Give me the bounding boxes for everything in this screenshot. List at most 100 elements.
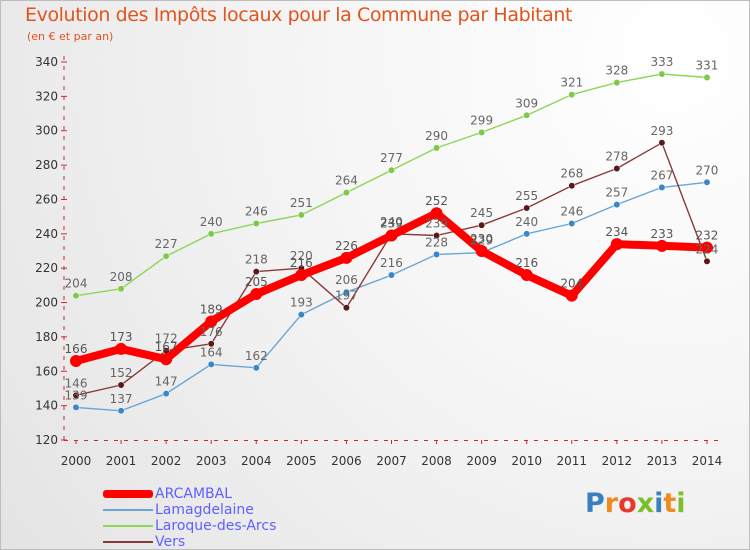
x-tick-label: 2004 xyxy=(241,454,272,468)
data-label-lamagdelaine: 147 xyxy=(155,375,178,389)
data-label-vers: 152 xyxy=(110,366,133,380)
data-label-laroque-des-arcs: 328 xyxy=(605,64,628,78)
data-point-lamagdelaine xyxy=(433,250,441,258)
data-labels: 204 208 227 240 246 251 264 277 290 299 309 321 328 3… xyxy=(65,55,719,406)
data-point-lamagdelaine xyxy=(613,201,621,209)
x-tick-label: 2009 xyxy=(466,454,497,468)
logo-letter: o xyxy=(618,488,637,519)
legend-label: Laroque-des-Arcs xyxy=(155,518,277,534)
data-label-lamagdelaine: 228 xyxy=(425,235,448,249)
data-point-lamagdelaine xyxy=(703,178,711,186)
data-point-vers xyxy=(568,182,576,190)
data-point-vers xyxy=(478,221,486,229)
data-label-laroque-des-arcs: 277 xyxy=(380,151,403,165)
x-tick-label: 2003 xyxy=(196,454,227,468)
data-label-laroque-des-arcs: 246 xyxy=(245,205,268,219)
data-point-vers xyxy=(703,257,711,265)
data-label-laroque-des-arcs: 264 xyxy=(335,174,358,188)
data-point-arcambal xyxy=(205,315,218,328)
x-tick-label: 2008 xyxy=(421,454,452,468)
data-point-lamagdelaine xyxy=(252,364,260,372)
data-point-lamagdelaine xyxy=(342,288,350,296)
data-point-arcambal xyxy=(115,342,128,355)
x-tick-label: 2000 xyxy=(61,454,92,468)
legend-swatch xyxy=(103,541,153,543)
data-point-lamagdelaine xyxy=(568,220,576,227)
data-label-vers: 146 xyxy=(65,376,88,390)
x-tick-label: 2010 xyxy=(511,454,542,468)
logo-letter: P xyxy=(585,488,605,519)
data-label-lamagdelaine: 164 xyxy=(200,345,223,359)
data-point-laroque-des-arcs xyxy=(388,166,395,174)
data-label-arcambal: 226 xyxy=(335,239,358,253)
data-label-vers: 245 xyxy=(470,206,493,220)
axes: 120 140 160 180 200 220 240 260 280 300 320 340 2000… xyxy=(35,55,722,468)
data-label-lamagdelaine: 206 xyxy=(335,273,358,287)
data-label-arcambal: 233 xyxy=(650,227,673,241)
data-label-vers: 224 xyxy=(696,242,719,256)
data-label-vers: 218 xyxy=(245,253,268,267)
data-label-lamagdelaine: 246 xyxy=(560,205,583,219)
data-point-vers xyxy=(72,391,80,399)
data-point-arcambal xyxy=(520,269,533,282)
data-label-laroque-des-arcs: 227 xyxy=(155,237,178,251)
data-point-vers xyxy=(252,268,260,276)
legend-label: Vers xyxy=(155,534,186,550)
data-point-lamagdelaine xyxy=(297,311,305,319)
data-label-arcambal: 230 xyxy=(470,232,493,246)
y-tick-label: 160 xyxy=(35,364,58,378)
x-tick-label: 2001 xyxy=(106,454,137,468)
data-label-arcambal: 204 xyxy=(560,277,583,291)
data-label-vers: 220 xyxy=(290,249,313,263)
data-point-laroque-des-arcs xyxy=(117,285,125,293)
data-point-vers xyxy=(523,204,531,212)
data-point-laroque-des-arcs xyxy=(72,292,80,300)
data-label-laroque-des-arcs: 251 xyxy=(290,196,313,210)
y-tick-label: 320 xyxy=(35,89,58,103)
data-point-vers xyxy=(658,139,666,147)
legend-swatch xyxy=(103,490,153,498)
y-tick-label: 120 xyxy=(35,433,58,447)
data-label-vers: 240 xyxy=(380,215,403,229)
logo-letter: t xyxy=(663,488,677,519)
data-point-laroque-des-arcs xyxy=(207,230,215,238)
data-label-laroque-des-arcs: 208 xyxy=(110,270,133,284)
legend-swatch xyxy=(103,509,153,511)
y-tick-label: 140 xyxy=(35,399,58,413)
data-label-laroque-des-arcs: 321 xyxy=(560,76,583,90)
data-label-arcambal: 232 xyxy=(696,229,719,243)
series-lamagdelaine xyxy=(72,178,711,415)
data-point-lamagdelaine xyxy=(72,403,80,411)
chart-subtitle: (en € et par an) xyxy=(27,30,114,43)
data-label-arcambal: 173 xyxy=(110,330,133,344)
data-label-vers: 278 xyxy=(605,150,628,164)
data-point-laroque-des-arcs xyxy=(342,189,350,197)
data-point-laroque-des-arcs xyxy=(297,211,305,219)
data-label-arcambal: 216 xyxy=(515,256,538,270)
x-tick-label: 2007 xyxy=(376,454,407,468)
y-tick-label: 180 xyxy=(35,330,58,344)
data-label-laroque-des-arcs: 309 xyxy=(515,96,538,110)
data-point-arcambal xyxy=(655,239,668,252)
data-label-arcambal: 252 xyxy=(425,194,448,208)
data-label-lamagdelaine: 193 xyxy=(290,296,313,310)
data-point-vers xyxy=(433,232,441,239)
x-tick-label: 2012 xyxy=(602,454,633,468)
series-arcambal xyxy=(70,207,713,367)
data-label-laroque-des-arcs: 333 xyxy=(650,55,673,69)
data-point-lamagdelaine xyxy=(388,271,395,279)
y-tick-label: 260 xyxy=(35,192,58,206)
data-point-laroque-des-arcs xyxy=(658,70,666,78)
data-point-laroque-des-arcs xyxy=(613,79,621,87)
data-point-arcambal xyxy=(160,353,173,366)
x-tick-label: 2013 xyxy=(647,454,678,468)
data-label-lamagdelaine: 229 xyxy=(470,234,493,248)
legend-label: ARCAMBAL xyxy=(155,486,233,502)
data-label-vers: 197 xyxy=(335,289,358,303)
logo-letter: i xyxy=(654,488,664,519)
y-tick-label: 340 xyxy=(35,55,58,69)
x-tick-label: 2014 xyxy=(692,454,723,468)
y-tick-label: 280 xyxy=(35,158,58,172)
x-tick-label: 2011 xyxy=(556,454,587,468)
